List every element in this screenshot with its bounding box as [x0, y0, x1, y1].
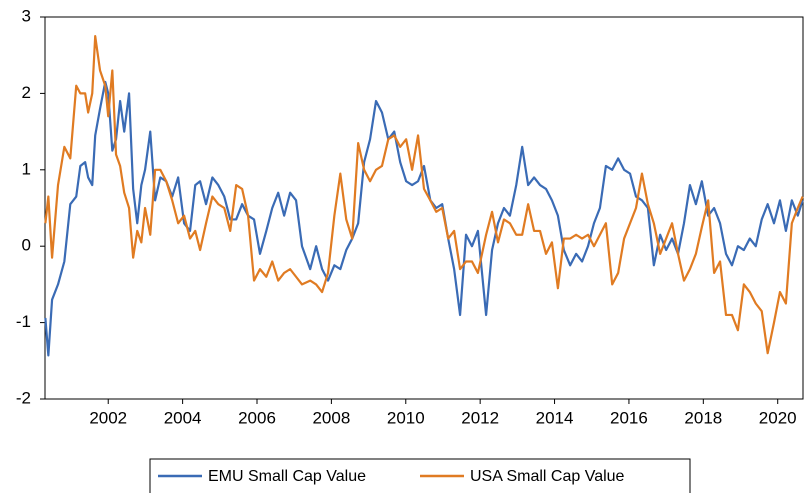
data-line	[44, 35, 804, 355]
y-tick-label: 1	[22, 159, 31, 178]
plot-frame	[44, 16, 804, 400]
x-tick-label: 2012	[461, 408, 499, 427]
x-tick-label: 2006	[238, 408, 276, 427]
x-tick-label: 2004	[164, 408, 202, 427]
y-tick-label: -1	[16, 312, 31, 331]
legend: EMU Small Cap Value USA Small Cap Value	[149, 458, 691, 493]
x-tick-label: 2008	[312, 408, 350, 427]
legend-label: EMU Small Cap Value	[208, 468, 366, 485]
legend-box	[149, 458, 691, 493]
data-line	[44, 80, 804, 357]
y-tick-label: 3	[22, 6, 31, 25]
x-tick-label: 2016	[610, 408, 648, 427]
y-tick-label: -2	[16, 388, 31, 407]
y-tick-label: 2	[22, 83, 31, 102]
x-tick-label: 2020	[759, 408, 797, 427]
x-tick-label: 2014	[536, 408, 574, 427]
x-tick-label: 2002	[89, 408, 127, 427]
x-tick-label: 2010	[387, 408, 425, 427]
legend-label: USA Small Cap Value	[470, 468, 625, 485]
x-tick-label: 2018	[684, 408, 722, 427]
y-tick-label: 0	[22, 236, 31, 255]
